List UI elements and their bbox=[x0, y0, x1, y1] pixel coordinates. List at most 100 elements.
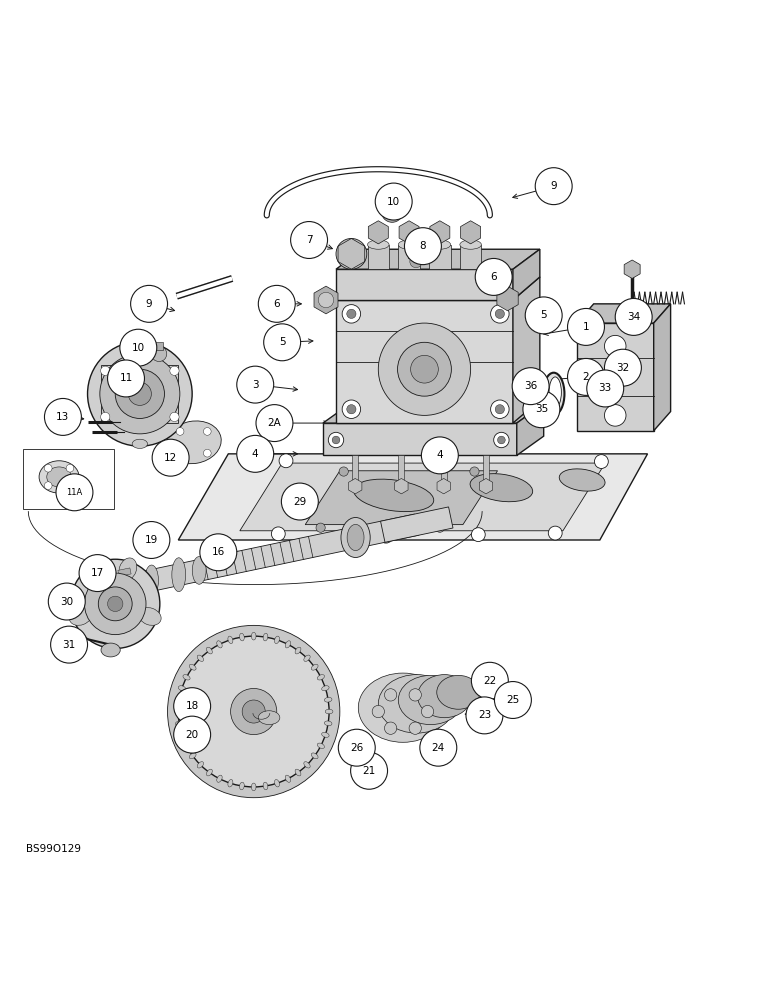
Circle shape bbox=[56, 474, 93, 511]
Circle shape bbox=[567, 358, 604, 395]
Circle shape bbox=[44, 482, 52, 489]
Circle shape bbox=[338, 729, 375, 766]
Ellipse shape bbox=[398, 240, 420, 249]
Ellipse shape bbox=[304, 762, 310, 768]
Ellipse shape bbox=[324, 697, 332, 702]
Text: 18: 18 bbox=[185, 701, 198, 711]
Ellipse shape bbox=[311, 664, 318, 670]
Ellipse shape bbox=[543, 373, 564, 415]
Ellipse shape bbox=[437, 675, 480, 709]
Circle shape bbox=[237, 366, 274, 403]
Circle shape bbox=[204, 449, 211, 457]
Circle shape bbox=[130, 285, 168, 322]
Text: 33: 33 bbox=[598, 383, 612, 393]
Circle shape bbox=[84, 573, 146, 635]
Circle shape bbox=[336, 238, 367, 269]
Ellipse shape bbox=[275, 636, 279, 644]
Bar bbox=[429, 245, 451, 269]
Ellipse shape bbox=[189, 753, 196, 759]
Polygon shape bbox=[513, 277, 540, 423]
Circle shape bbox=[411, 355, 438, 383]
Circle shape bbox=[176, 449, 184, 457]
Ellipse shape bbox=[217, 641, 222, 648]
Circle shape bbox=[525, 297, 562, 334]
Text: 11A: 11A bbox=[66, 488, 83, 497]
Text: 9: 9 bbox=[146, 299, 152, 309]
Text: 24: 24 bbox=[432, 743, 445, 753]
Circle shape bbox=[128, 382, 151, 405]
Ellipse shape bbox=[304, 655, 310, 661]
Circle shape bbox=[115, 369, 164, 418]
Circle shape bbox=[342, 400, 361, 418]
Ellipse shape bbox=[174, 709, 182, 714]
Text: 3: 3 bbox=[252, 380, 259, 390]
Circle shape bbox=[523, 391, 560, 428]
Circle shape bbox=[77, 492, 85, 499]
Text: 36: 36 bbox=[524, 381, 537, 391]
Text: 11: 11 bbox=[120, 373, 133, 383]
Ellipse shape bbox=[324, 721, 332, 726]
Ellipse shape bbox=[358, 673, 448, 742]
Ellipse shape bbox=[263, 633, 268, 641]
Polygon shape bbox=[323, 423, 516, 455]
Circle shape bbox=[328, 432, 344, 448]
Text: BS99O129: BS99O129 bbox=[26, 844, 81, 854]
Ellipse shape bbox=[206, 769, 212, 776]
Circle shape bbox=[237, 435, 274, 472]
Circle shape bbox=[375, 183, 412, 220]
Circle shape bbox=[615, 298, 652, 335]
Circle shape bbox=[151, 346, 167, 362]
Ellipse shape bbox=[197, 762, 204, 768]
Text: 25: 25 bbox=[506, 695, 520, 705]
Circle shape bbox=[231, 688, 277, 735]
Ellipse shape bbox=[183, 675, 190, 680]
Circle shape bbox=[98, 587, 132, 621]
Circle shape bbox=[587, 370, 624, 407]
Ellipse shape bbox=[239, 782, 244, 790]
Ellipse shape bbox=[206, 647, 212, 654]
Circle shape bbox=[49, 583, 85, 620]
Text: 5: 5 bbox=[540, 310, 547, 320]
Polygon shape bbox=[513, 249, 540, 300]
Circle shape bbox=[422, 705, 434, 718]
Circle shape bbox=[51, 626, 87, 663]
Circle shape bbox=[256, 405, 293, 442]
Circle shape bbox=[466, 697, 503, 734]
Text: 21: 21 bbox=[362, 766, 376, 776]
Ellipse shape bbox=[285, 775, 290, 782]
Circle shape bbox=[100, 412, 110, 422]
Ellipse shape bbox=[418, 675, 472, 718]
Circle shape bbox=[272, 527, 285, 541]
Bar bbox=[408, 244, 425, 258]
Text: 34: 34 bbox=[627, 312, 640, 322]
Circle shape bbox=[174, 688, 211, 725]
Circle shape bbox=[422, 437, 459, 474]
Polygon shape bbox=[336, 300, 513, 423]
Bar bbox=[151, 342, 163, 350]
Circle shape bbox=[87, 342, 192, 446]
Ellipse shape bbox=[559, 469, 605, 491]
Ellipse shape bbox=[119, 558, 137, 580]
Circle shape bbox=[491, 305, 509, 323]
Circle shape bbox=[107, 596, 123, 612]
Ellipse shape bbox=[429, 240, 451, 249]
Text: 22: 22 bbox=[483, 676, 496, 686]
Circle shape bbox=[120, 329, 157, 366]
Circle shape bbox=[170, 412, 179, 422]
Ellipse shape bbox=[354, 479, 434, 512]
Circle shape bbox=[470, 467, 479, 476]
Circle shape bbox=[347, 309, 356, 318]
Circle shape bbox=[409, 689, 422, 701]
Polygon shape bbox=[654, 304, 671, 431]
Circle shape bbox=[174, 716, 211, 753]
Circle shape bbox=[405, 228, 442, 265]
Circle shape bbox=[604, 335, 626, 357]
Ellipse shape bbox=[178, 732, 186, 737]
Text: 13: 13 bbox=[56, 412, 69, 422]
Circle shape bbox=[472, 528, 486, 542]
Text: 6: 6 bbox=[273, 299, 280, 309]
Circle shape bbox=[420, 729, 457, 766]
Polygon shape bbox=[336, 277, 540, 300]
Circle shape bbox=[495, 309, 504, 318]
Ellipse shape bbox=[101, 643, 120, 657]
